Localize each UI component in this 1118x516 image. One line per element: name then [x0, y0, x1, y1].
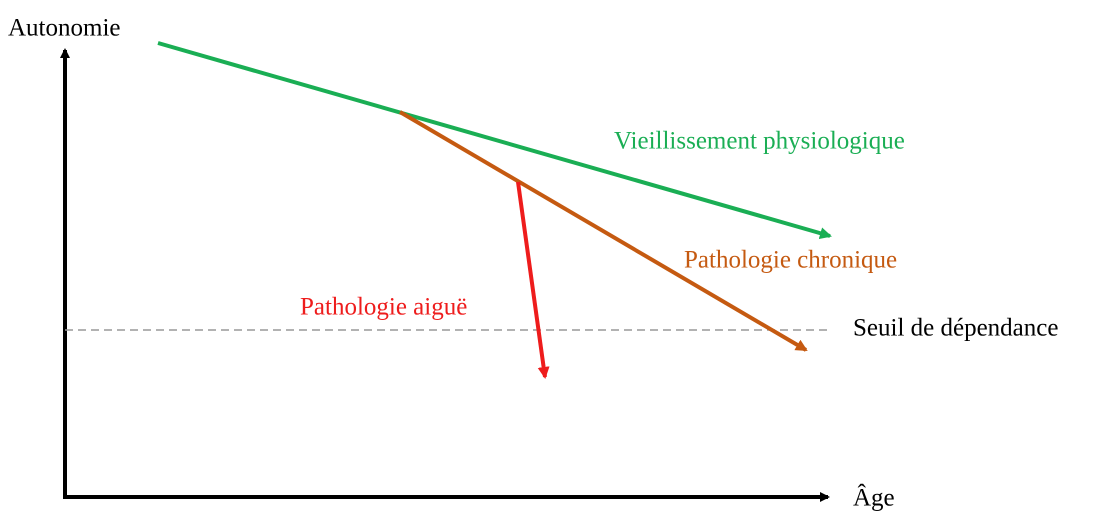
y-axis-label: Autonomie [8, 15, 121, 42]
curve-label: Vieillissement physiologique [614, 128, 905, 155]
acute-arrow [516, 181, 550, 379]
chronic-arrow [398, 110, 808, 352]
curve-label: Pathologie aiguë [300, 294, 467, 321]
x-axis-label: Âge [853, 484, 895, 512]
curve-label: Pathologie chronique [684, 247, 897, 274]
threshold-label: Seuil de dépendance [853, 315, 1058, 342]
physiological-arrow [157, 41, 832, 240]
